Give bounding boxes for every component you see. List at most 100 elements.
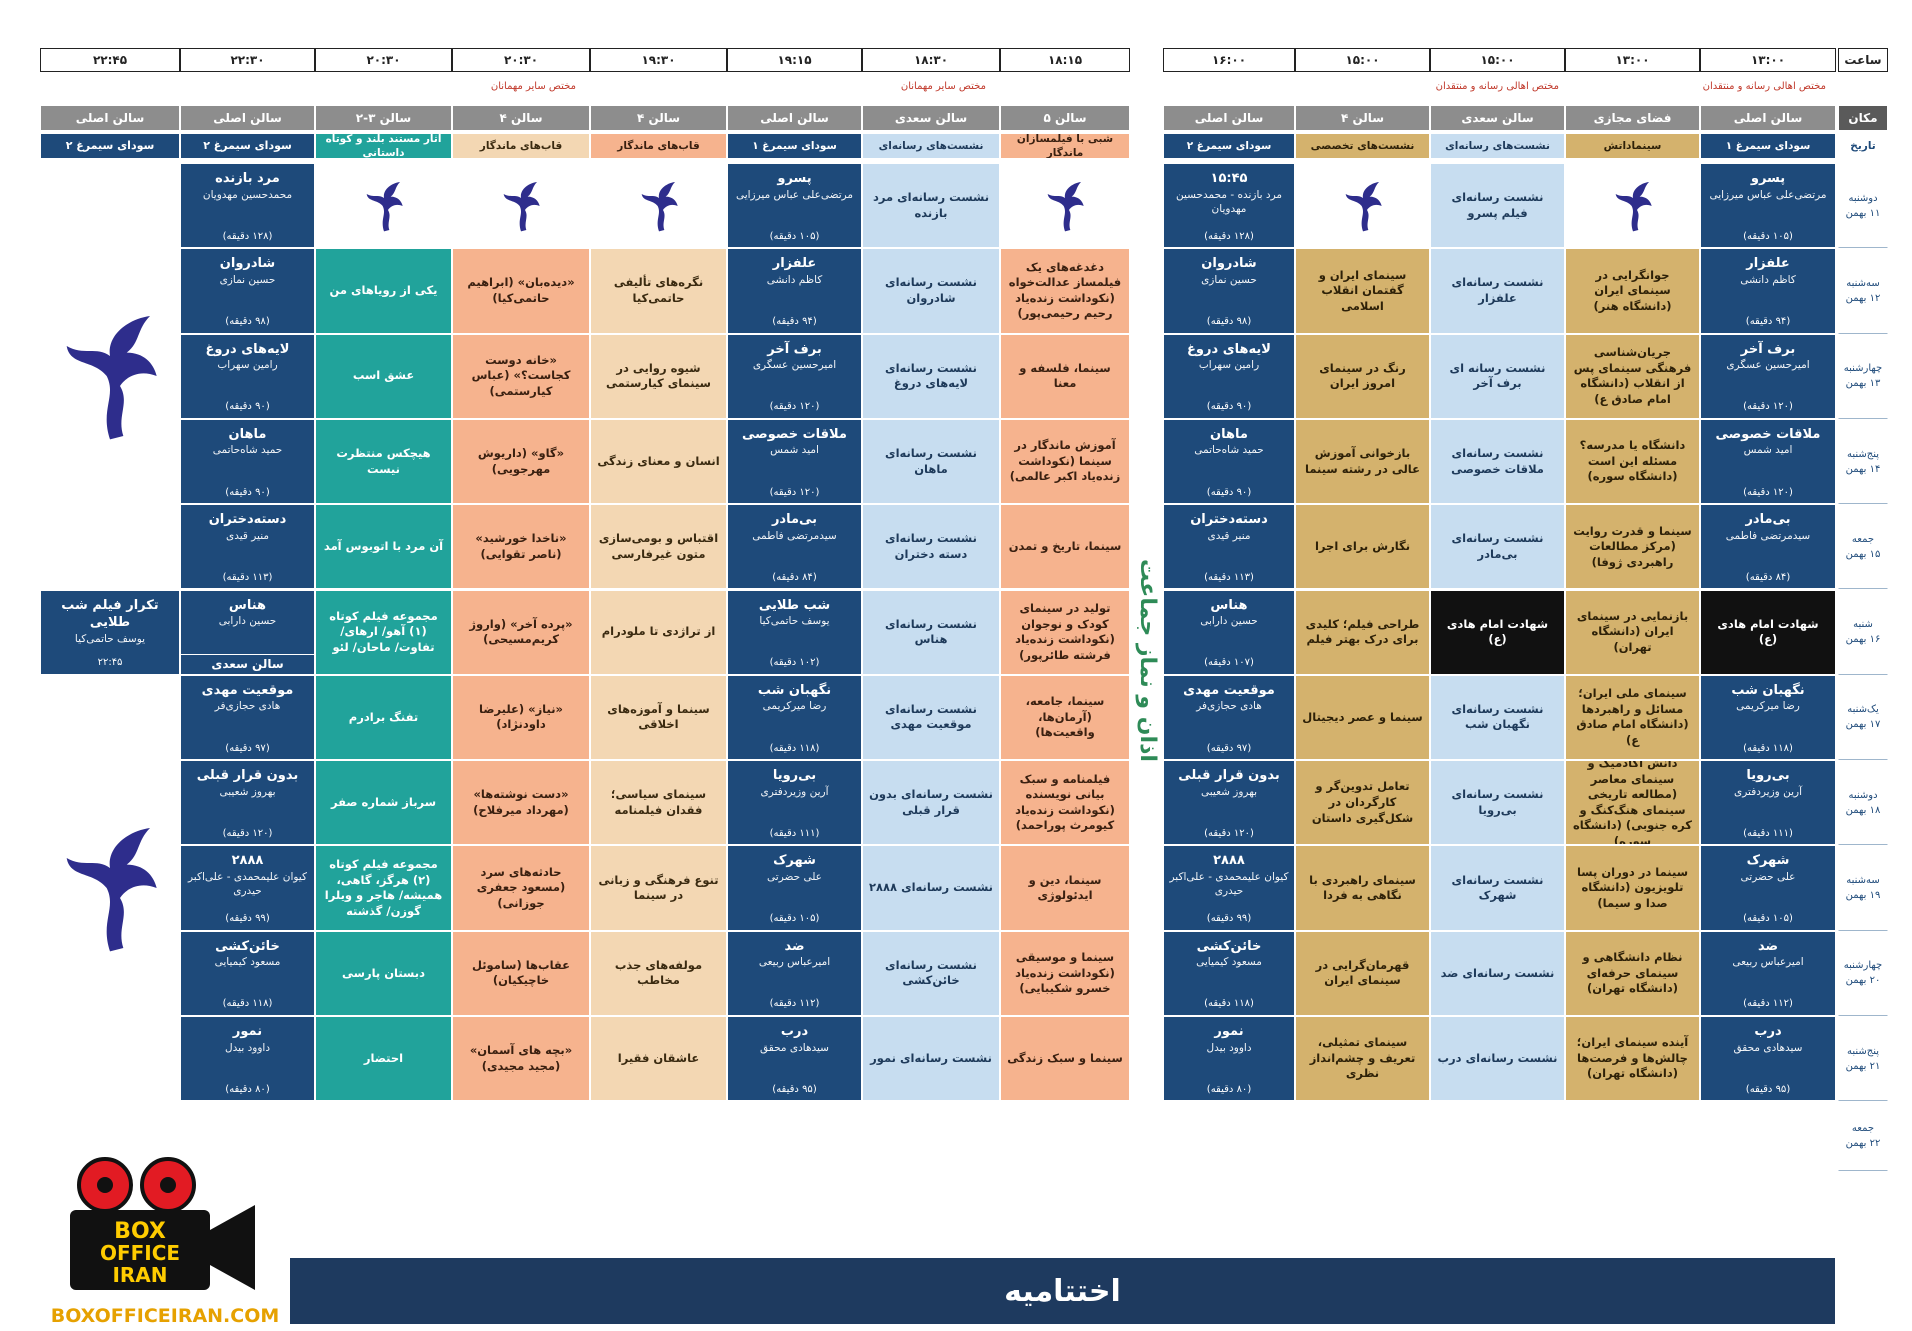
hall-header: سالن اصلی [40,105,180,131]
press-conference-cell: نشست رسانه‌ای ضد [1430,930,1565,1016]
film-director: امیرحسین عسگری [1726,359,1810,372]
cell-content: ۲۸۸۸ کیوان علیمحمدی - علی‌اکبر حیدری (۹۹ د… [1168,852,1290,925]
cell-top: درب سیدهادی محقق [760,1023,829,1055]
session-title: نشست رسانه‌ای بدون قرار قبلی [869,787,993,817]
cell-top: هناس حسین دارابی [1200,597,1258,629]
session-title: از تراژدی تا ملودرام [601,624,716,639]
cell-top: مرد بازنده محمدحسین مهدویان [203,170,292,202]
academic-session-cell: دانش آکادمیک و سینمای معاصر (مطالعه تاری… [1565,760,1700,846]
film-duration: (۹۹ دقیقه) [1206,913,1252,925]
film-director: رامین سهراب [1198,359,1260,372]
film-duration: (۱۲۰ دقیقه) [1204,827,1254,839]
audience-note: مختص اهالی رسانه و منتقدان [1702,81,1826,92]
film-duration: (۱۱۸ دقیقه) [1743,742,1793,754]
session-title: نشست رسانه‌ای علفزار [1451,275,1544,305]
film-screening-cell: بدون قرار قبلی بهروز شعیبی (۱۲۰ دقیقه) [180,760,315,846]
session-title: سینمای راهبردی با نگاهی به فردا [1309,872,1416,903]
film-duration: (۱۱۸ دقیقه) [1204,998,1254,1010]
simorgh-bird-icon [641,181,678,231]
simorgh-bird-icon [366,181,403,231]
film-screening-cell: ۲۸۸۸ کیوان علیمحمدی - علی‌اکبر حیدری (۹۹ د… [1163,845,1295,931]
film-title: ۲۸۸۸ [1213,853,1245,869]
film-title: بی‌مادر [1745,512,1791,528]
tribute-session-cell: دغدغه‌های یک فیلمساز عدالت‌خواه (نکوداشت… [1000,248,1130,334]
session-title: نگارش برای اجرا [1314,539,1411,554]
documentary-cell: هیچکس منتظرت نیست [315,418,452,505]
session-title: جریان‌شناسی فرهنگی سینمای پس از انقلاب (… [1573,345,1692,406]
film-director: امید شمس [1743,444,1793,457]
cell-top: ملاقات خصوصی امید شمس [1716,426,1821,458]
cell-top: برف آخر امیرحسین عسگری [1726,341,1809,373]
cell-content: بی‌مادر سیدمرتضی فاطمی (۸۴ دقیقه) [732,511,857,584]
film-duration: (۸۴ دقیقه) [1745,571,1791,583]
section-subheader: نشست‌های رسانه‌ای [1430,133,1565,159]
film-duration: (۱۰۵ دقیقه) [1743,913,1793,925]
film-title: پسرو [777,171,812,186]
tribute-session-cell: سینما، دین و ایدئولوژی [1000,845,1130,931]
film-duration: (۱۲۰ دقیقه) [769,486,820,498]
film-director: علی حضرتی [767,870,822,883]
cell-content: شهرک علی حضرتی (۱۰۵ دقیقه) [732,852,857,925]
documentary-cell: مجموعه فیلم کوتاه (۱) آهو/ ارهای/ تفاوت/… [315,589,452,675]
film-director: یوسف حاتمی‌کیا [759,615,830,628]
section-subheader: شبی با فیلمسازان ماندگار [1000,133,1130,159]
film-director: حسین نمازی [1201,273,1257,286]
session-title: سینما و موسیقی (نکوداشت زنده‌یاد خسرو شک… [1015,950,1115,996]
film-duration: (۱۰۷ دقیقه) [1204,657,1254,669]
academic-session-cell: سینمای ملی ایران؛ مسائل و راهبردها (دانش… [1565,674,1700,761]
press-conference-cell: نشست رسانه‌ای مرد بازنده [862,163,1000,249]
time-slot: ۲۰:۳۰ [315,48,452,72]
session-title: عقاب‌ها (ساموئل خاچیکیان) [471,957,571,988]
cell-content: بی‌رویا آرین وزیردفتری (۱۱۱ دقیقه) [732,767,857,840]
session-title: «خانه دوست کجاست؟» (عباس کیارستمی) [471,352,571,398]
lasting-frames-session-cell: تنوع فرهنگی و زبانی در سینما [590,845,727,931]
film-duration: (۱۱۱ دقیقه) [1743,827,1793,839]
section-subheader: سینماداتش [1565,133,1700,159]
film-screening-cell: شادروان حسین نمازی (۹۸ دقیقه) [1163,248,1295,334]
session-title: نشست رسانه‌ای نمور [870,1050,992,1065]
day-of-week: جمعه [1851,1123,1875,1135]
specialized-session-cell: قهرمان‌گرایی در سینمای ایران [1295,930,1430,1016]
film-title: برف آخر [767,341,822,357]
holiday-cell: شهادت امام هادی (ع) [1430,589,1565,675]
film-duration: (۱۰۵ دقیقه) [769,230,820,242]
film-title: درب [1754,1024,1782,1039]
audience-note: مختص اهالی رسانه و منتقدان [1435,81,1559,92]
cell-top: برف آخر امیرحسین عسگری [753,341,836,373]
film-screening-cell: ضد امیرعباس ربیعی (۱۱۲ دقیقه) [727,930,862,1016]
academic-session-cell: بازنمایی در سینمای ایران (دانشگاه تهران) [1565,589,1700,675]
press-conference-cell: نشست رسانه‌ای لایه‌های دروغ [862,333,1000,419]
session-title: سینما و آموزه‌های اخلاقی [607,701,710,732]
session-title: رنگ در سینمای امروز ایران [1319,360,1406,391]
time-slot: ۱۶:۰۰ [1163,48,1295,72]
session-title: فیلمنامه و سبک بیانی نویسنده (نکوداشت زن… [1015,771,1115,833]
simorgh-bird-icon [66,828,157,952]
film-screening-cell: ملاقات خصوصی امید شمس (۱۲۰ دقیقه) [1700,418,1836,505]
cell-top: ماهان حمید شاه‌حاتمی [213,426,283,458]
documentary-cell: تفنگ برادرم [315,674,452,761]
film-director: امیرعباس ربیعی [1732,956,1804,969]
cell-top: هناس حسین دارابی [219,597,277,629]
film-duration: (۹۴ دقیقه) [1745,316,1791,328]
film-director: محمدحسین مهدویان [202,188,293,201]
session-title: مجموعه فیلم کوتاه (۲) هرگز، گاهی، همیشه/… [324,857,443,918]
film-title: ۲۸۸۸ [231,853,264,869]
film-title: مرد بازنده [215,171,280,186]
specialized-session-cell: سینمای راهبردی با نگاهی به فردا [1295,845,1430,931]
film-duration: (۹۰ دقیقه) [1206,401,1252,413]
tribute-session-cell: تولید در سینمای کودک و نوجوان (نکوداشت ز… [1000,589,1130,675]
film-screening-cell: لایه‌های دروغ رامین سهراب (۹۰ دقیقه) [180,333,315,419]
day-label: یک‌شنبه ۱۷ بهمن [1838,674,1888,761]
cell-top: خائن‌کشی مسعود کیمیایی [1196,938,1262,970]
classic-film-cell: «گاو» (داریوش مهرجویی) [452,418,590,505]
festival-logo-panel [40,674,180,1102]
day-label: سه‌شنبه ۱۲ بهمن [1838,248,1888,334]
section-subheader: آثار مستند بلند و کوتاه داستانی [315,133,452,159]
classic-film-cell: «دیده‌بان» (ابراهیم حاتمی‌کیا) [452,248,590,334]
film-director: یوسف حاتمی‌کیا [74,632,146,645]
film-director: رضا میرکریمی [762,700,827,713]
session-title: «دیده‌بان» (ابراهیم حاتمی‌کیا) [467,275,575,305]
film-screening-cell: خائن‌کشی مسعود کیمیایی (۱۱۸ دقیقه) [1163,930,1295,1016]
cell-content: ۲۸۸۸ کیوان علیمحمدی - علی‌اکبر حیدری (۹۹ د… [185,852,310,925]
press-conference-cell: نشست رسانه ای برف آخر [1430,333,1565,419]
